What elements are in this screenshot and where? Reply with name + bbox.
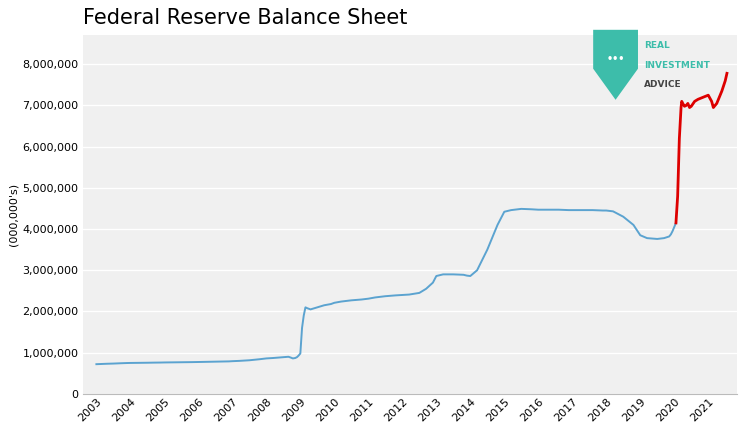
PathPatch shape [593,30,638,100]
Text: INVESTMENT: INVESTMENT [644,61,709,70]
Text: REAL: REAL [644,41,669,51]
Y-axis label: (000,000's): (000,000's) [8,183,18,246]
Text: ADVICE: ADVICE [644,80,681,89]
Text: •••: ••• [606,54,625,64]
Text: Federal Reserve Balance Sheet: Federal Reserve Balance Sheet [83,8,407,29]
